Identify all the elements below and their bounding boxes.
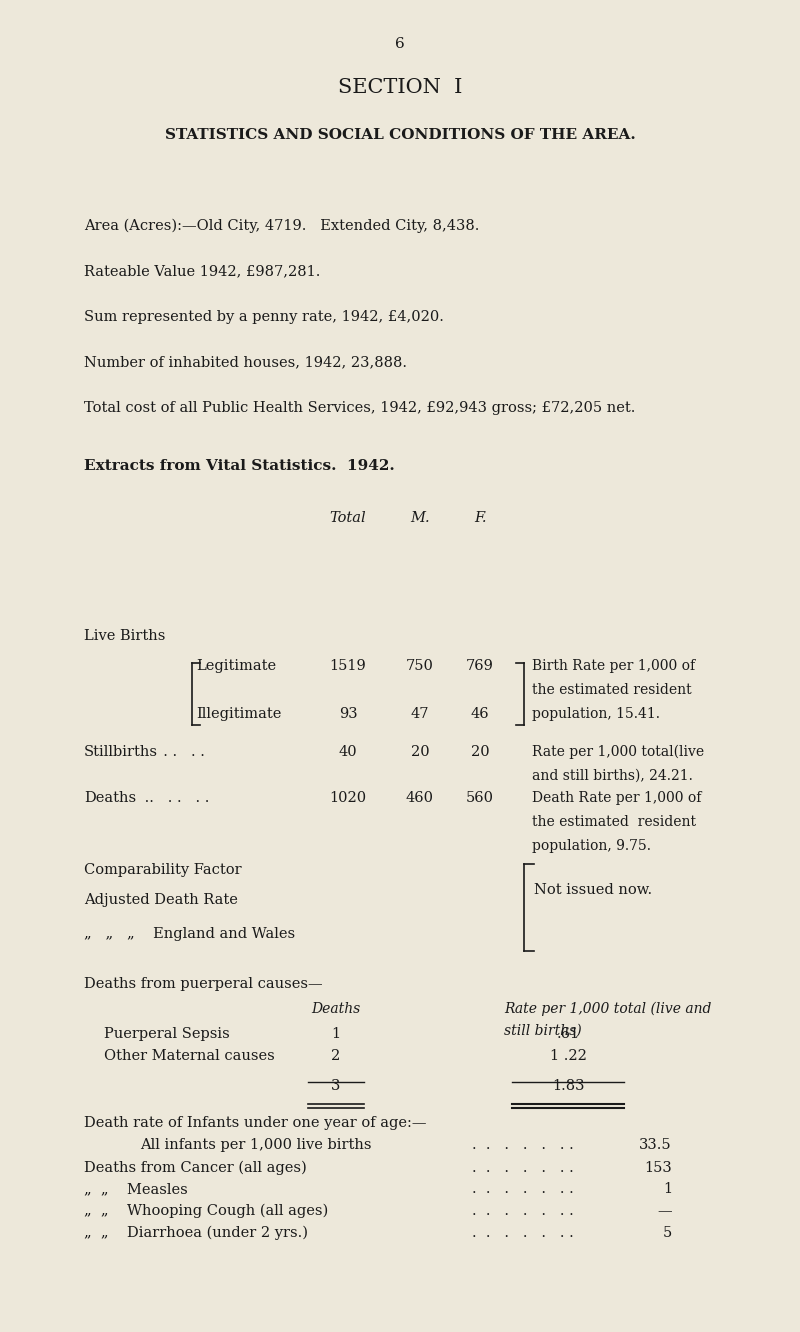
Text: 153: 153	[644, 1162, 672, 1175]
Text: and still births), 24.21.: and still births), 24.21.	[532, 769, 693, 783]
Text: 769: 769	[466, 659, 494, 673]
Text: „   „   „    England and Wales: „ „ „ England and Wales	[84, 927, 295, 940]
Text: Number of inhabited houses, 1942, 23,888.: Number of inhabited houses, 1942, 23,888…	[84, 356, 407, 369]
Text: Area (Acres):—Old City, 4719.   Extended City, 8,438.: Area (Acres):—Old City, 4719. Extended C…	[84, 218, 479, 233]
Text: Extracts from Vital Statistics.  1942.: Extracts from Vital Statistics. 1942.	[84, 460, 394, 473]
Text: 2: 2	[331, 1050, 341, 1063]
Text: Illegitimate: Illegitimate	[196, 707, 282, 721]
Text: Live Births: Live Births	[84, 629, 166, 643]
Text: .  .   .   .   .   . .: . . . . . . .	[472, 1227, 574, 1240]
Text: —: —	[658, 1204, 672, 1219]
Text: 1519: 1519	[330, 659, 366, 673]
Text: .  .   .   .   .   . .: . . . . . . .	[472, 1138, 574, 1152]
Text: M.: M.	[410, 511, 430, 525]
Text: Deaths: Deaths	[311, 1002, 361, 1016]
Text: Death rate of Infants under one year of age:—: Death rate of Infants under one year of …	[84, 1116, 426, 1130]
Text: „  „    Whooping Cough (all ages): „ „ Whooping Cough (all ages)	[84, 1204, 328, 1219]
Text: 5: 5	[662, 1227, 672, 1240]
Text: Rate per 1,000 total (live and: Rate per 1,000 total (live and	[504, 1002, 711, 1016]
Text: 20: 20	[470, 745, 490, 759]
Text: Deaths: Deaths	[84, 791, 136, 805]
Text: .61: .61	[557, 1027, 579, 1040]
Text: 3: 3	[331, 1079, 341, 1092]
Text: 33.5: 33.5	[639, 1138, 672, 1152]
Text: Birth Rate per 1,000 of: Birth Rate per 1,000 of	[532, 659, 695, 673]
Text: Deaths from Cancer (all ages): Deaths from Cancer (all ages)	[84, 1160, 306, 1175]
Text: 20: 20	[410, 745, 430, 759]
Text: 6: 6	[395, 37, 405, 51]
Text: population, 15.41.: population, 15.41.	[532, 707, 660, 721]
Text: 1.83: 1.83	[552, 1079, 584, 1092]
Text: Rateable Value 1942, £987,281.: Rateable Value 1942, £987,281.	[84, 265, 320, 278]
Text: the estimated resident: the estimated resident	[532, 683, 692, 697]
Text: still births): still births)	[504, 1023, 582, 1038]
Text: population, 9.75.: population, 9.75.	[532, 839, 651, 852]
Text: Total cost of all Public Health Services, 1942, £92,943 gross; £72,205 net.: Total cost of all Public Health Services…	[84, 401, 635, 414]
Text: 1 .22: 1 .22	[550, 1050, 586, 1063]
Text: 560: 560	[466, 791, 494, 805]
Text: 1020: 1020	[330, 791, 366, 805]
Text: Legitimate: Legitimate	[196, 659, 276, 673]
Text: SECTION  I: SECTION I	[338, 79, 462, 97]
Text: Death Rate per 1,000 of: Death Rate per 1,000 of	[532, 791, 702, 805]
Text: F.: F.	[474, 511, 486, 525]
Text: 47: 47	[410, 707, 430, 721]
Text: .  .   .   .   .   . .: . . . . . . .	[472, 1183, 574, 1196]
Text: ..   . .   . .: .. . . . .	[140, 791, 210, 805]
Text: 460: 460	[406, 791, 434, 805]
Text: 46: 46	[470, 707, 490, 721]
Text: All infants per 1,000 live births: All infants per 1,000 live births	[140, 1138, 371, 1152]
Text: Adjusted Death Rate: Adjusted Death Rate	[84, 892, 238, 907]
Text: the estimated  resident: the estimated resident	[532, 815, 696, 829]
Text: 1: 1	[331, 1027, 341, 1040]
Text: Stillbirths: Stillbirths	[84, 745, 158, 759]
Text: Not issued now.: Not issued now.	[534, 883, 653, 898]
Text: .  .   .   .   .   . .: . . . . . . .	[472, 1204, 574, 1219]
Text: Comparability Factor: Comparability Factor	[84, 863, 242, 878]
Text: Deaths from puerperal causes—: Deaths from puerperal causes—	[84, 978, 322, 991]
Text: Other Maternal causes: Other Maternal causes	[104, 1050, 274, 1063]
Text: Puerperal Sepsis: Puerperal Sepsis	[104, 1027, 230, 1040]
Text: „  „    Diarrhoea (under 2 yrs.): „ „ Diarrhoea (under 2 yrs.)	[84, 1225, 308, 1240]
Text: „  „    Measles: „ „ Measles	[84, 1183, 188, 1196]
Text: 1: 1	[663, 1183, 672, 1196]
Text: 750: 750	[406, 659, 434, 673]
Text: Total: Total	[330, 511, 366, 525]
Text: Rate per 1,000 total(live: Rate per 1,000 total(live	[532, 745, 704, 759]
Text: STATISTICS AND SOCIAL CONDITIONS OF THE AREA.: STATISTICS AND SOCIAL CONDITIONS OF THE …	[165, 128, 635, 141]
Text: 93: 93	[338, 707, 358, 721]
Text: Sum represented by a penny rate, 1942, £4,020.: Sum represented by a penny rate, 1942, £…	[84, 310, 444, 324]
Text: . .   . .: . . . .	[154, 745, 205, 759]
Text: 40: 40	[338, 745, 358, 759]
Text: .  .   .   .   .   . .: . . . . . . .	[472, 1162, 574, 1175]
